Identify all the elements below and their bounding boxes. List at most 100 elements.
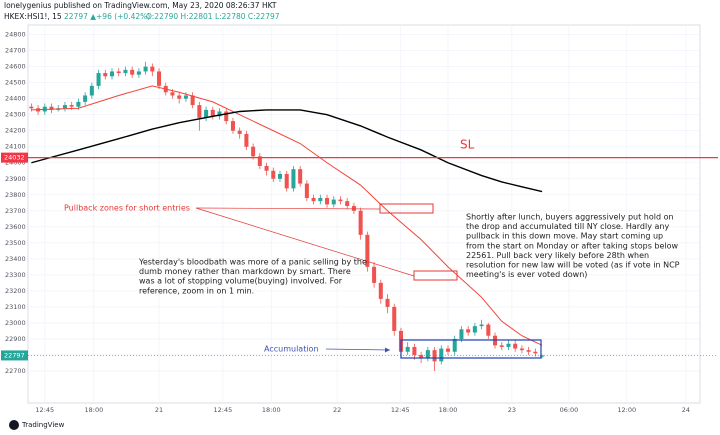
note-right-line: Shortly after lunch, buyers aggressively… <box>466 213 674 222</box>
candle-body <box>351 205 356 211</box>
candle-body <box>405 346 410 352</box>
candle-body <box>311 197 316 202</box>
candle-body <box>466 329 471 333</box>
candle-body <box>177 95 182 99</box>
candle-body <box>372 266 377 283</box>
arrow <box>325 348 391 351</box>
candle-body <box>257 156 262 166</box>
candle-body <box>419 354 424 359</box>
candle-body <box>331 199 336 205</box>
y-tick-label: 23100 <box>5 303 26 311</box>
x-tick-label: 18:00 <box>439 406 458 414</box>
y-tick-label: 23500 <box>5 239 26 247</box>
pullback-zone <box>413 270 458 281</box>
y-tick-label: 22900 <box>5 335 26 343</box>
candle-body <box>264 165 269 171</box>
y-tick-label: 23600 <box>5 223 26 231</box>
candle-body <box>432 350 437 362</box>
y-tick-label: 23900 <box>5 175 26 183</box>
candle-body <box>237 130 242 134</box>
y-tick-label: 24000 <box>5 159 26 167</box>
x-tick-label: 22 <box>333 406 341 414</box>
candle-body <box>439 348 444 362</box>
candle-body <box>304 183 309 198</box>
candle-body <box>136 71 141 75</box>
candle-body <box>358 210 363 235</box>
candle-body <box>89 85 94 96</box>
price-tag <box>1 350 28 361</box>
x-tick-label: 12:45 <box>214 406 233 414</box>
candle-body <box>540 355 545 357</box>
y-tick-label: 23700 <box>5 207 26 215</box>
candle-body <box>210 109 215 117</box>
x-tick-label: 06:00 <box>560 406 579 414</box>
note-left-line: was a lot of stopping volume(buying) inv… <box>139 277 343 286</box>
y-tick-label: 23300 <box>5 271 26 279</box>
candle-body <box>499 345 504 347</box>
candle-body <box>526 350 531 352</box>
candle-body <box>244 133 249 147</box>
candle-body <box>143 66 148 72</box>
candle-body <box>365 234 370 267</box>
candle-body <box>123 69 128 74</box>
y-tick-label: 22700 <box>5 367 26 375</box>
candle-body <box>170 92 175 96</box>
candle-body <box>506 343 511 347</box>
x-tick-label: 12:45 <box>391 406 410 414</box>
candle-body <box>445 348 451 352</box>
y-tick-label: 24500 <box>5 79 26 87</box>
note-right-line: pullback in this down move. May start co… <box>466 232 663 241</box>
x-tick-label: 23 <box>508 406 516 414</box>
y-tick-label: 24600 <box>5 63 26 71</box>
x-tick-label: 21 <box>155 406 163 414</box>
pullback-zone <box>379 203 434 214</box>
candle-body <box>452 338 457 352</box>
y-tick-label: 24100 <box>5 143 26 151</box>
candle-body <box>318 197 323 202</box>
candle-body <box>533 351 538 354</box>
price-tag <box>1 152 28 163</box>
candle-body <box>251 146 256 157</box>
candle-body <box>217 111 222 117</box>
plot-frame <box>27 24 701 404</box>
price-tag-label: 22797 <box>4 351 25 359</box>
candle-body <box>519 348 524 351</box>
candle-body <box>378 282 383 299</box>
y-tick-label: 23000 <box>5 319 26 327</box>
candle-body <box>284 173 289 189</box>
note-right-line: from the start on Monday or after taking… <box>466 241 679 250</box>
moving-average <box>31 85 543 346</box>
candle-body <box>197 105 202 118</box>
x-tick-label: 18:00 <box>84 406 103 414</box>
candle-body <box>150 66 155 72</box>
x-tick-label: 24 <box>682 406 690 414</box>
accumulation-label: Accumulation <box>264 345 319 354</box>
x-tick-label: 12:00 <box>617 406 636 414</box>
candle-body <box>109 71 115 77</box>
candle-body <box>345 201 350 206</box>
note-right-line: resolution for new law will be voted (as… <box>466 261 680 270</box>
moving-average <box>31 109 543 193</box>
candle-body <box>103 73 108 77</box>
y-tick-label: 23200 <box>5 287 26 295</box>
y-tick-label: 23800 <box>5 191 26 199</box>
y-tick-label: 23400 <box>5 255 26 263</box>
candle-body <box>49 106 54 110</box>
candle-body <box>76 101 81 107</box>
note-right-line: meeting's is ever voted down) <box>466 270 587 279</box>
candle-body <box>472 326 477 333</box>
candle-body <box>230 121 235 131</box>
candle-body <box>459 329 464 339</box>
candle-body <box>325 197 330 205</box>
symbol: HKEX:HSI1!, 15 <box>4 12 62 21</box>
y-tick-label: 24200 <box>5 127 26 135</box>
pointer-line <box>195 207 415 277</box>
ohlc: O:22790 H:22801 L:22780 C:22797 <box>146 12 280 21</box>
price-tag-label: 24032 <box>4 154 25 162</box>
candle-body <box>425 350 430 359</box>
arrow-head <box>385 347 390 353</box>
note-left-line: Yesterday's bloodbath was more of a pani… <box>138 258 367 267</box>
pullback-label: Pullback zones for short entries <box>64 204 190 213</box>
candle-body <box>224 111 229 122</box>
sl-label: SL <box>460 138 475 152</box>
